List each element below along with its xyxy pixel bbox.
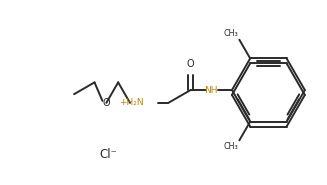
Text: O: O (187, 59, 194, 69)
Text: Cl⁻: Cl⁻ (99, 148, 117, 161)
Text: O: O (103, 98, 110, 108)
Text: CH₃: CH₃ (224, 142, 238, 151)
Text: NH: NH (204, 85, 217, 95)
Text: CH₃: CH₃ (224, 29, 238, 38)
Text: +H₂N: +H₂N (119, 98, 144, 107)
